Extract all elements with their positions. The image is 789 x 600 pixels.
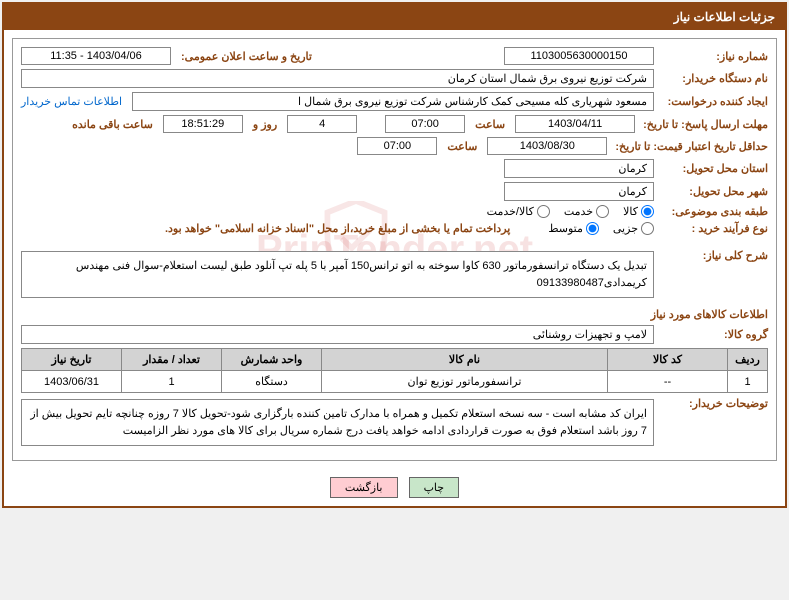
td-qty: 1 xyxy=(122,371,222,393)
td-code: -- xyxy=(608,371,728,393)
buyer-value: شرکت توزیع نیروی برق شمال استان کرمان xyxy=(21,69,654,88)
td-name: ترانسفورماتور توزیع توان xyxy=(322,371,608,393)
payment-note: پرداخت تمام یا بخشی از مبلغ خرید،از محل … xyxy=(165,222,510,235)
button-row: چاپ بازگشت xyxy=(4,469,785,506)
validity-date: 1403/08/30 xyxy=(487,137,607,155)
back-button[interactable]: بازگشت xyxy=(330,477,398,498)
radio-medium-label: متوسط xyxy=(548,222,583,235)
radio-service[interactable]: خدمت xyxy=(564,205,609,218)
radio-both[interactable]: کالا/خدمت xyxy=(487,205,550,218)
days-remaining: 4 xyxy=(287,115,357,133)
td-row: 1 xyxy=(728,371,768,393)
th-qty: تعداد / مقدار xyxy=(122,349,222,371)
validity-label: حداقل تاریخ اعتبار قیمت: تا تاریخ: xyxy=(611,140,768,153)
time-label-1: ساعت xyxy=(469,118,511,131)
city-label: شهر محل تحویل: xyxy=(658,185,768,198)
radio-goods-input[interactable] xyxy=(641,205,654,218)
radio-service-label: خدمت xyxy=(564,205,593,218)
radio-partial-input[interactable] xyxy=(641,222,654,235)
contact-buyer-link[interactable]: اطلاعات تماس خریدار xyxy=(21,95,128,108)
need-no-value: 1103005630000150 xyxy=(504,47,654,65)
th-date: تاریخ نیاز xyxy=(22,349,122,371)
goods-table: ردیف کد کالا نام کالا واحد شمارش تعداد /… xyxy=(21,348,768,393)
requester-value: مسعود شهریاری کله مسیحی کمک کارشناس شرکت… xyxy=(132,92,654,111)
need-no-label: شماره نیاز: xyxy=(658,50,768,63)
radio-partial[interactable]: جزیی xyxy=(613,222,654,235)
td-unit: دستگاه xyxy=(222,371,322,393)
buyer-notes-text: ایران کد مشابه است - سه نسخه استعلام تکم… xyxy=(21,399,654,446)
radio-partial-label: جزیی xyxy=(613,222,638,235)
days-label: روز و xyxy=(247,118,283,131)
deadline-date: 1403/04/11 xyxy=(515,115,635,133)
desc-text: تبدیل یک دستگاه ترانسفورماتور 630 کاوا س… xyxy=(21,251,654,298)
deadline-time: 07:00 xyxy=(385,115,465,133)
category-label: طبقه بندی موضوعی: xyxy=(658,205,768,218)
th-unit: واحد شمارش xyxy=(222,349,322,371)
radio-both-label: کالا/خدمت xyxy=(487,205,534,218)
radio-goods[interactable]: کالا xyxy=(623,205,654,218)
main-panel: PrinTender.net شماره نیاز: 1103005630000… xyxy=(12,38,777,461)
announce-label: تاریخ و ساعت اعلان عمومی: xyxy=(175,50,318,63)
buyer-notes-label: توضیحات خریدار: xyxy=(658,397,768,410)
radio-medium[interactable]: متوسط xyxy=(548,222,599,235)
radio-medium-input[interactable] xyxy=(586,222,599,235)
print-button[interactable]: چاپ xyxy=(409,477,460,498)
goods-section-header: اطلاعات کالاهای مورد نیاز xyxy=(21,308,768,321)
time-label-2: ساعت xyxy=(441,140,483,153)
table-row: 1 -- ترانسفورماتور توزیع توان دستگاه 1 1… xyxy=(22,371,768,393)
countdown-time: 18:51:29 xyxy=(163,115,243,133)
desc-label: شرح کلی نیاز: xyxy=(658,249,768,262)
buyer-label: نام دستگاه خریدار: xyxy=(658,72,768,85)
deadline-label: مهلت ارسال پاسخ: تا تاریخ: xyxy=(639,118,768,131)
requester-label: ایجاد کننده درخواست: xyxy=(658,95,768,108)
th-code: کد کالا xyxy=(608,349,728,371)
td-date: 1403/06/31 xyxy=(22,371,122,393)
province-label: استان محل تحویل: xyxy=(658,162,768,175)
th-name: نام کالا xyxy=(322,349,608,371)
radio-service-input[interactable] xyxy=(596,205,609,218)
table-header-row: ردیف کد کالا نام کالا واحد شمارش تعداد /… xyxy=(22,349,768,371)
remaining-label: ساعت باقی مانده xyxy=(66,118,159,131)
th-row: ردیف xyxy=(728,349,768,371)
group-value: لامپ و تجهیزات روشنائی xyxy=(21,325,654,344)
province-value: کرمان xyxy=(504,159,654,178)
panel-header: جزئیات اطلاعات نیاز xyxy=(4,4,785,30)
validity-time: 07:00 xyxy=(357,137,437,155)
group-label: گروه کالا: xyxy=(658,328,768,341)
radio-goods-label: کالا xyxy=(623,205,638,218)
radio-both-input[interactable] xyxy=(537,205,550,218)
announce-value: 1403/04/06 - 11:35 xyxy=(21,47,171,65)
process-label: نوع فرآیند خرید : xyxy=(658,222,768,235)
city-value: کرمان xyxy=(504,182,654,201)
